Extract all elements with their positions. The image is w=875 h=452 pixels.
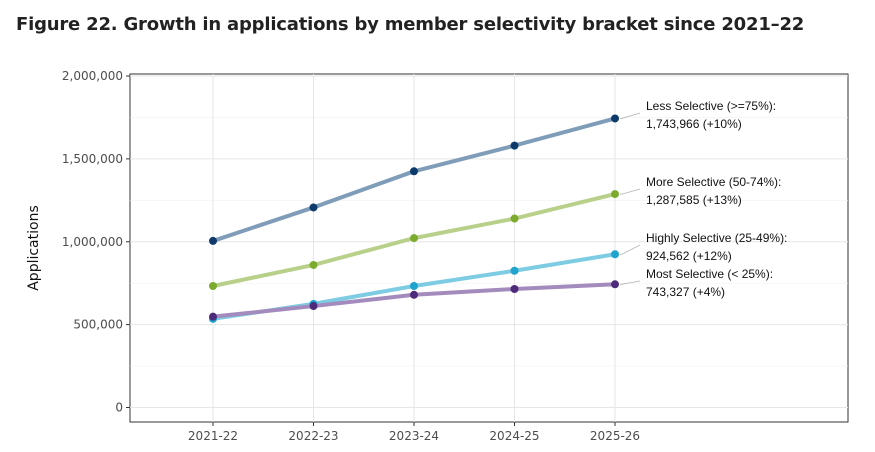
x-tick-label: 2023-24: [389, 429, 439, 443]
leader-line: [620, 280, 641, 285]
series-annotation-value: 1,287,585 (+13%): [646, 193, 742, 207]
y-tick-label: 1,500,000: [62, 152, 123, 166]
plot-panel: [129, 73, 849, 423]
leader-line: [620, 244, 641, 255]
leader-line: [620, 112, 641, 119]
data-point: [410, 167, 418, 176]
series-annotation-value: 743,327 (+4%): [646, 285, 725, 299]
leader-line: [620, 188, 641, 195]
series-annotation-name: Highly Selective (25-49%):: [646, 231, 787, 245]
series-annotation-name: Most Selective (< 25%):: [646, 267, 773, 281]
data-point: [309, 260, 318, 269]
y-tick-label: 2,000,000: [62, 69, 123, 83]
data-point: [510, 214, 519, 223]
y-tick-label: 1,000,000: [62, 235, 123, 249]
data-point: [309, 302, 318, 311]
x-axis: 2021-22 2022-23 2023-24 2024-25 2025-26: [188, 422, 640, 443]
series-annotation-value: 924,562 (+12%): [646, 249, 732, 263]
x-tick-label: 2021-22: [188, 429, 238, 443]
y-tick-label: 500,000: [73, 318, 123, 332]
series-layer: [209, 114, 619, 323]
data-point: [611, 280, 619, 289]
data-point: [611, 250, 619, 259]
data-point: [410, 234, 418, 243]
x-tick-label: 2022-23: [288, 429, 338, 443]
chart-title: Figure 22. Growth in applications by mem…: [16, 14, 805, 35]
data-point: [209, 312, 217, 321]
x-tick-label: 2024-25: [489, 429, 539, 443]
y-axis: 0 500,000 1,000,000 1,500,000 2,000,000: [62, 69, 130, 415]
data-point: [611, 190, 619, 199]
data-point: [510, 141, 519, 150]
data-point: [611, 114, 619, 123]
x-tick-label: 2025-26: [590, 429, 640, 443]
data-point: [209, 282, 217, 291]
y-tick-label: 0: [115, 401, 123, 415]
series-annotation-name: More Selective (50-74%):: [646, 175, 781, 189]
annotations: Less Selective (>=75%): 1,743,966 (+10%) M…: [620, 99, 787, 299]
data-point: [410, 282, 418, 291]
data-point: [410, 290, 418, 299]
y-axis-label: Applications: [26, 205, 42, 291]
data-point: [510, 284, 519, 293]
gridlines: [130, 74, 848, 422]
series-annotation-name: Less Selective (>=75%):: [646, 99, 776, 113]
data-point: [209, 236, 217, 245]
series-annotation-value: 1,743,966 (+10%): [646, 117, 742, 131]
data-point: [309, 203, 318, 212]
data-point: [510, 266, 519, 275]
